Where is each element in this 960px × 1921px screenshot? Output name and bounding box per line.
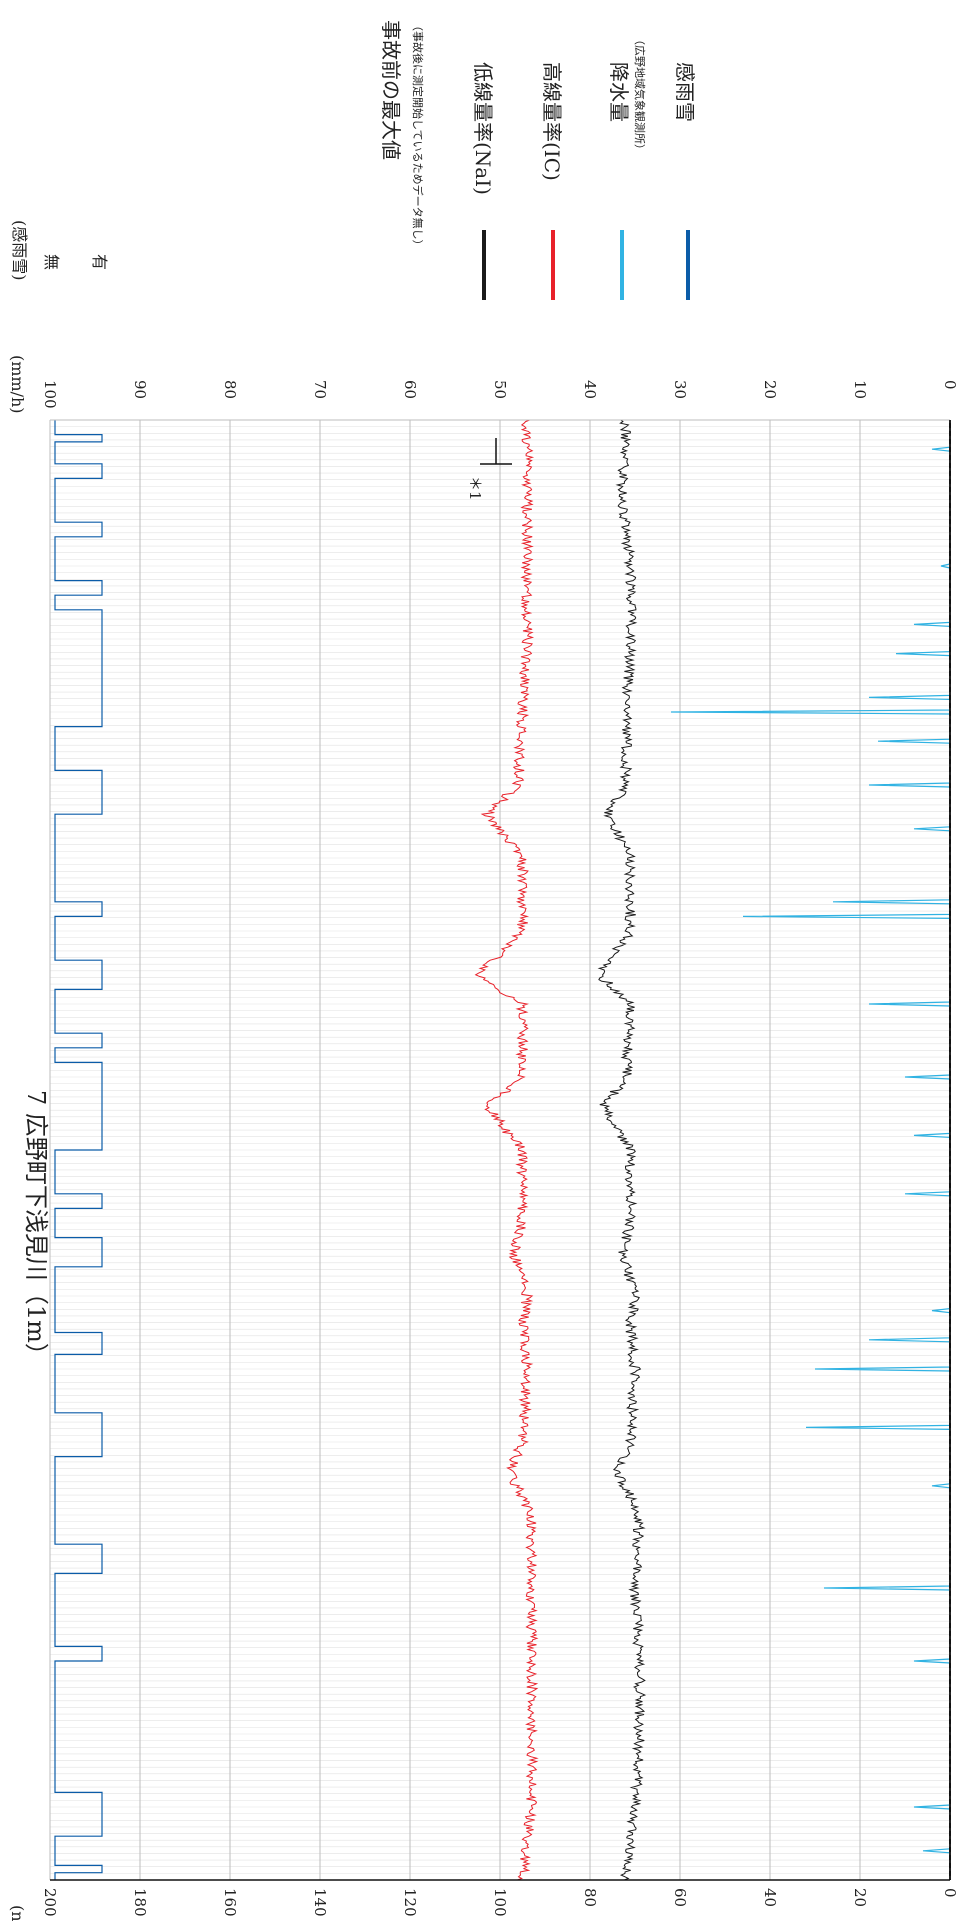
- left-tick-label: 160: [221, 1888, 239, 1917]
- legend: 事故前の最大値 （事故後に測定開始しているためデータ無し） 低線量率(NaI) …: [379, 20, 697, 300]
- right-axis-unit: (mm/h): [8, 355, 27, 414]
- rain-axis-unit: (感雨雪): [10, 220, 29, 281]
- rain-level-yes: 有: [90, 254, 109, 270]
- chart-title: 7 広野町下浅見川（1m）: [22, 1090, 50, 1367]
- tick-labels: 0 20 40 60 80 100 120 140 160 180 200 0 10 20 30 40 50 60…: [41, 380, 959, 1917]
- left-tick-label: 20: [851, 1888, 869, 1907]
- legend-label-nai: 低線量率(NaI): [471, 62, 495, 195]
- right-tick-label: 60: [401, 380, 419, 399]
- left-axis-unit: (nGy/h): [8, 1905, 27, 1921]
- right-tick-label: 90: [131, 380, 149, 399]
- rain-level-none: 無: [42, 254, 61, 270]
- left-tick-label: 40: [761, 1888, 779, 1907]
- left-tick-label: 80: [581, 1888, 599, 1907]
- left-tick-label: 120: [401, 1888, 419, 1917]
- left-tick-label: 180: [131, 1888, 149, 1917]
- svg-text:＊1: ＊1: [466, 476, 484, 501]
- right-tick-label: 10: [851, 380, 869, 399]
- left-tick-label: 200: [41, 1888, 59, 1917]
- right-tick-label: 30: [671, 380, 689, 399]
- right-tick-label: 20: [761, 380, 779, 399]
- left-tick-label: 0: [941, 1888, 959, 1898]
- grid: [49, 419, 951, 1881]
- legend-max-note: （事故後に測定開始しているためデータ無し）: [411, 20, 425, 251]
- legend-label-ic: 高線量率(IC): [540, 62, 564, 181]
- right-tick-label: 80: [221, 380, 239, 399]
- right-tick-label: 70: [311, 380, 329, 399]
- right-tick-label: 40: [581, 380, 599, 399]
- legend-note-precip: （広野地域気象観測所）: [633, 34, 647, 155]
- right-tick-label: 50: [491, 380, 509, 399]
- left-tick-label: 100: [491, 1888, 509, 1917]
- right-tick-label: 100: [41, 380, 59, 409]
- right-tick-label: 0: [941, 380, 959, 390]
- left-tick-label: 140: [311, 1888, 329, 1917]
- axes: [50, 419, 951, 1881]
- series-line-nai: [597, 419, 647, 1881]
- legend-max-label: 事故前の最大値: [379, 20, 403, 160]
- legend-label-precip: 降水量: [607, 62, 631, 122]
- series-line-ic: [474, 419, 539, 1881]
- legend-label-rain: 感雨雪: [673, 62, 697, 122]
- series-line-rain: [54, 420, 103, 1880]
- left-tick-label: 60: [671, 1888, 689, 1907]
- annotation-star1: ＊1: [466, 438, 512, 501]
